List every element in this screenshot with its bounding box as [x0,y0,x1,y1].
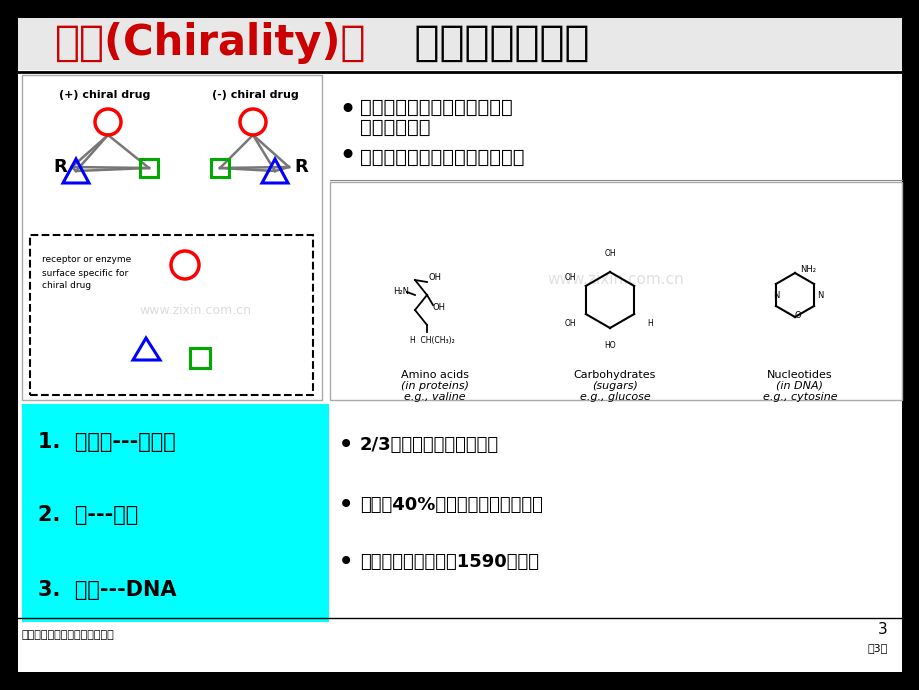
Text: •: • [337,95,356,124]
Text: 2.  糖---多糖: 2. 糖---多糖 [38,505,138,525]
Text: (+) chiral drug: (+) chiral drug [59,90,151,100]
Text: 第3页: 第3页 [867,643,887,653]
Text: H  CH(CH₃)₂: H CH(CH₃)₂ [410,335,454,344]
Text: •: • [337,548,354,576]
Text: 市场上40%手性药品为单一异构体: 市场上40%手性药品为单一异构体 [359,496,542,514]
Text: H: H [646,319,652,328]
Text: (sugars): (sugars) [592,381,637,391]
Text: OH: OH [604,250,615,259]
Text: 3.  核酸---DNA: 3. 核酸---DNA [38,580,176,600]
Bar [901,0,919,690]
Text: •: • [337,491,354,519]
Text: HO: HO [604,342,615,351]
Bar [18,18,901,70]
Text: O: O [794,310,800,319]
Text: R: R [53,158,67,176]
Text: (-) chiral drug: (-) chiral drug [211,90,298,100]
Bar [210,159,229,177]
Text: 生物技术制药酶工程和手性药物: 生物技术制药酶工程和手性药物 [22,630,115,640]
Text: 1.  氨基酸---蛋白质: 1. 氨基酸---蛋白质 [38,432,176,452]
Text: 年全球手性药品市场1590亿美元: 年全球手性药品市场1590亿美元 [359,553,539,571]
Text: Amino acids: Amino acids [401,370,469,380]
Text: 自然界基本属性: 自然界基本属性 [400,22,589,64]
Text: N: N [816,290,823,299]
Bar [330,182,901,400]
Text: OH: OH [563,319,575,328]
Text: N: N [772,290,778,299]
Bar [0,0,18,690]
Bar [30,235,312,395]
Text: Nucleotides: Nucleotides [766,370,832,380]
Text: Carbohydrates: Carbohydrates [573,370,655,380]
Text: e.g., valine: e.g., valine [403,392,465,402]
Text: 3: 3 [878,622,887,638]
Text: surface specific for: surface specific for [42,268,128,277]
Text: chiral drug: chiral drug [42,282,91,290]
Bar [190,348,210,368]
Bar [22,404,329,622]
Text: OH: OH [433,304,446,313]
Text: www.zixin.com.cn: www.zixin.com.cn [139,304,251,317]
Text: 2/3以上开发中药品为手性: 2/3以上开发中药品为手性 [359,436,499,454]
Text: (in DNA): (in DNA) [776,381,823,391]
Bar [22,75,322,400]
Bar [140,159,158,177]
Text: R: R [294,158,308,176]
Text: 手性药品：一把钥匙开一把锁！: 手性药品：一把钥匙开一把锁！ [359,148,524,166]
Text: •: • [337,431,354,459]
Text: e.g., cytosine: e.g., cytosine [762,392,836,402]
Text: 手性(Chirality)：: 手性(Chirality)： [55,22,366,64]
Text: OH: OH [563,273,575,282]
Text: NH₂: NH₂ [800,266,815,275]
Bar [0,672,919,690]
Text: (in proteins): (in proteins) [401,381,469,391]
Text: •: • [337,143,356,172]
Text: www.zixin.com.cn: www.zixin.com.cn [547,273,684,288]
Text: OH: OH [428,273,441,282]
Text: 组成生命活动基本化学物质是: 组成生命活动基本化学物质是 [359,97,512,117]
Text: e.g., glucose: e.g., glucose [579,392,650,402]
Text: H₂N: H₂N [392,288,409,297]
Text: receptor or enzyme: receptor or enzyme [42,255,131,264]
Text: 手性化合物！: 手性化合物！ [359,117,430,137]
Bar [0,0,919,18]
